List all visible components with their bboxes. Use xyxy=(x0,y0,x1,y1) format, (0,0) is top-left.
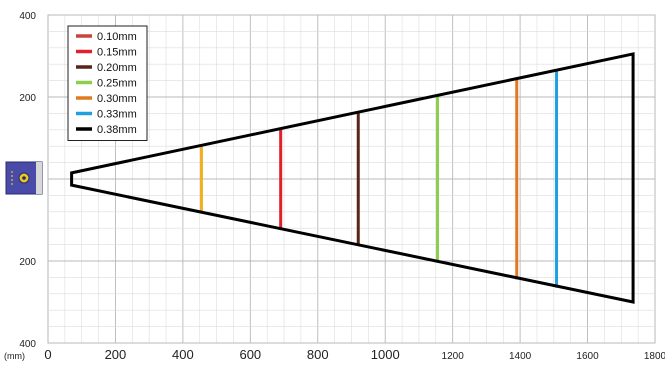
y-tick-label: 400 xyxy=(19,11,36,22)
unit-label: (mm) xyxy=(4,351,25,361)
x-tick-label: 0 xyxy=(44,347,51,362)
x-tick-label: 1800 xyxy=(644,351,665,362)
legend-entry: 0.10mm xyxy=(97,31,137,43)
x-tick-label: 1600 xyxy=(576,351,599,362)
y-tick-label: 200 xyxy=(19,93,36,104)
y-tick-label: 400 xyxy=(19,339,36,350)
tick-labels: 0 200 400 600 800 1000 1200 1400 1600 1800 400 200 2… xyxy=(19,11,665,362)
x-tick-label: 400 xyxy=(172,347,194,362)
x-tick-label: 800 xyxy=(307,347,329,362)
legend-entry: 0.25mm xyxy=(97,78,137,90)
scanner-icon xyxy=(5,161,43,195)
x-tick-label: 600 xyxy=(239,347,261,362)
legend-entry: 0.20mm xyxy=(97,62,137,74)
legend-entry: 0.38mm xyxy=(97,124,137,136)
legend-entry: 0.33mm xyxy=(97,109,137,121)
legend-entry: 0.30mm xyxy=(97,93,137,105)
legend: 0.10mm 0.15mm 0.20mm 0.25mm 0.30mm 0.33mm 0.38… xyxy=(67,25,148,141)
plot-marks xyxy=(70,52,635,304)
x-tick-label: 1000 xyxy=(371,347,400,362)
envelope-outline xyxy=(70,52,635,304)
y-tick-label: 200 xyxy=(19,257,36,268)
x-tick-label: 200 xyxy=(105,347,127,362)
x-tick-label: 1200 xyxy=(442,351,465,362)
x-tick-label: 1400 xyxy=(509,351,532,362)
legend-entry: 0.15mm xyxy=(97,47,137,59)
